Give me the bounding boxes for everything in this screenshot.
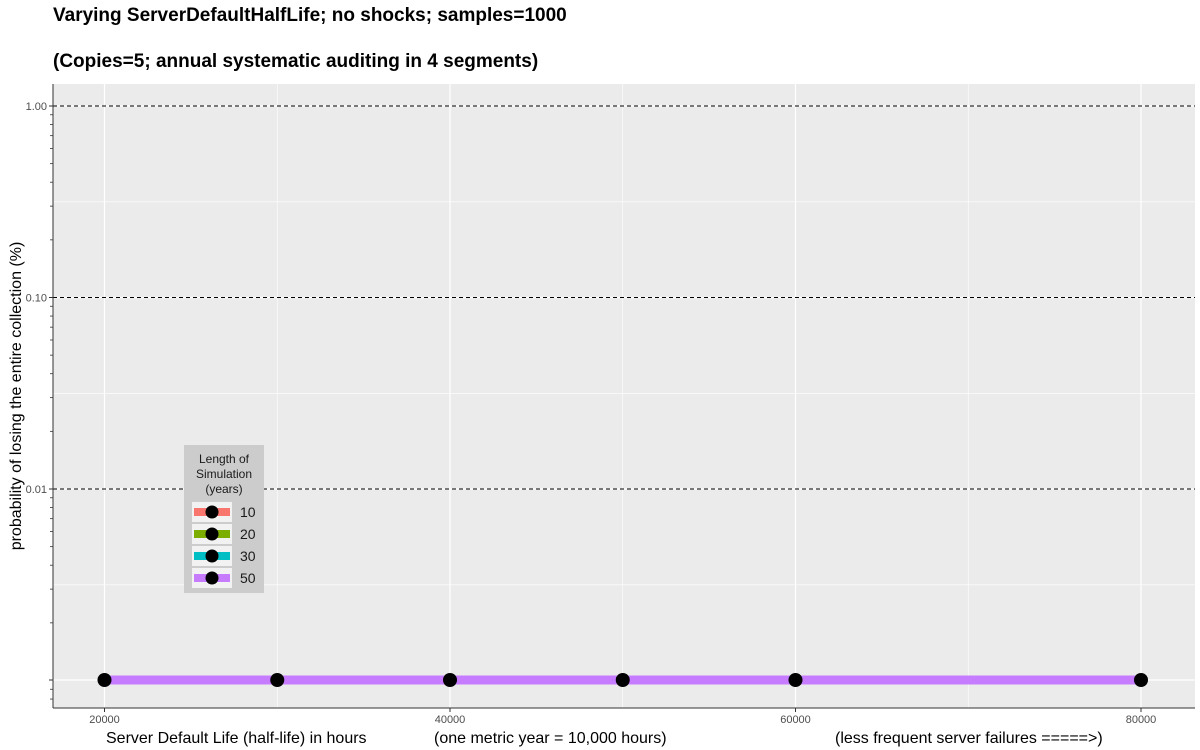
- legend: Length of Simulation (years) 10 20 30 50: [184, 445, 264, 593]
- series-layer: [97, 673, 1148, 687]
- legend-label: 50: [240, 570, 256, 586]
- legend-item-50: 50: [192, 568, 262, 588]
- x-axis-title: Server Default Life (half-life) in hours: [106, 730, 367, 747]
- x-axis-ticks: 20000 40000 60000 80000: [53, 707, 1195, 726]
- chart-title: Varying ServerDefaultHalfLife; no shocks…: [53, 5, 567, 26]
- y-axis-title: probability of losing the entire collect…: [8, 242, 25, 551]
- legend-title-line-2: Simulation: [195, 467, 253, 481]
- data-point: [1134, 673, 1148, 687]
- y-tick-label: 1.00: [26, 101, 47, 113]
- legend-key-30: [192, 546, 232, 566]
- legend-title-line-3: (years): [205, 482, 243, 496]
- data-point: [97, 673, 112, 687]
- data-point: [443, 673, 457, 687]
- legend-item-20: 20: [192, 524, 262, 544]
- legend-key-20: [192, 524, 232, 544]
- y-tick-label: 0.10: [26, 293, 47, 305]
- x-tick-label: 60000: [780, 714, 811, 726]
- chart-subtitle: (Copies=5; annual systematic auditing in…: [53, 51, 539, 72]
- legend-key-50: [192, 568, 232, 588]
- legend-title: Length of Simulation (years): [184, 452, 264, 497]
- y-tick-label: 0.01: [26, 484, 47, 496]
- y-axis-ticks: 1.00 0.10 0.01: [26, 101, 53, 700]
- legend-label: 20: [240, 526, 256, 542]
- legend-item-10: 10: [192, 502, 262, 522]
- legend-key-10: [192, 502, 232, 522]
- legend-label: 30: [240, 548, 256, 564]
- legend-label: 10: [240, 504, 256, 520]
- plot-panel: [53, 84, 1195, 708]
- data-point: [615, 673, 630, 687]
- legend-title-line-1: Length of: [198, 452, 250, 466]
- legend-item-30: 30: [192, 546, 262, 566]
- x-axis-note-metric-year: (one metric year = 10,000 hours): [434, 730, 667, 747]
- x-axis-note-failures: (less frequent server failures =====>): [835, 730, 1103, 747]
- x-tick-label: 80000: [1126, 714, 1157, 726]
- x-tick-label: 40000: [435, 714, 466, 726]
- x-tick-label: 20000: [89, 714, 120, 726]
- data-point: [788, 673, 803, 687]
- data-point: [270, 673, 285, 687]
